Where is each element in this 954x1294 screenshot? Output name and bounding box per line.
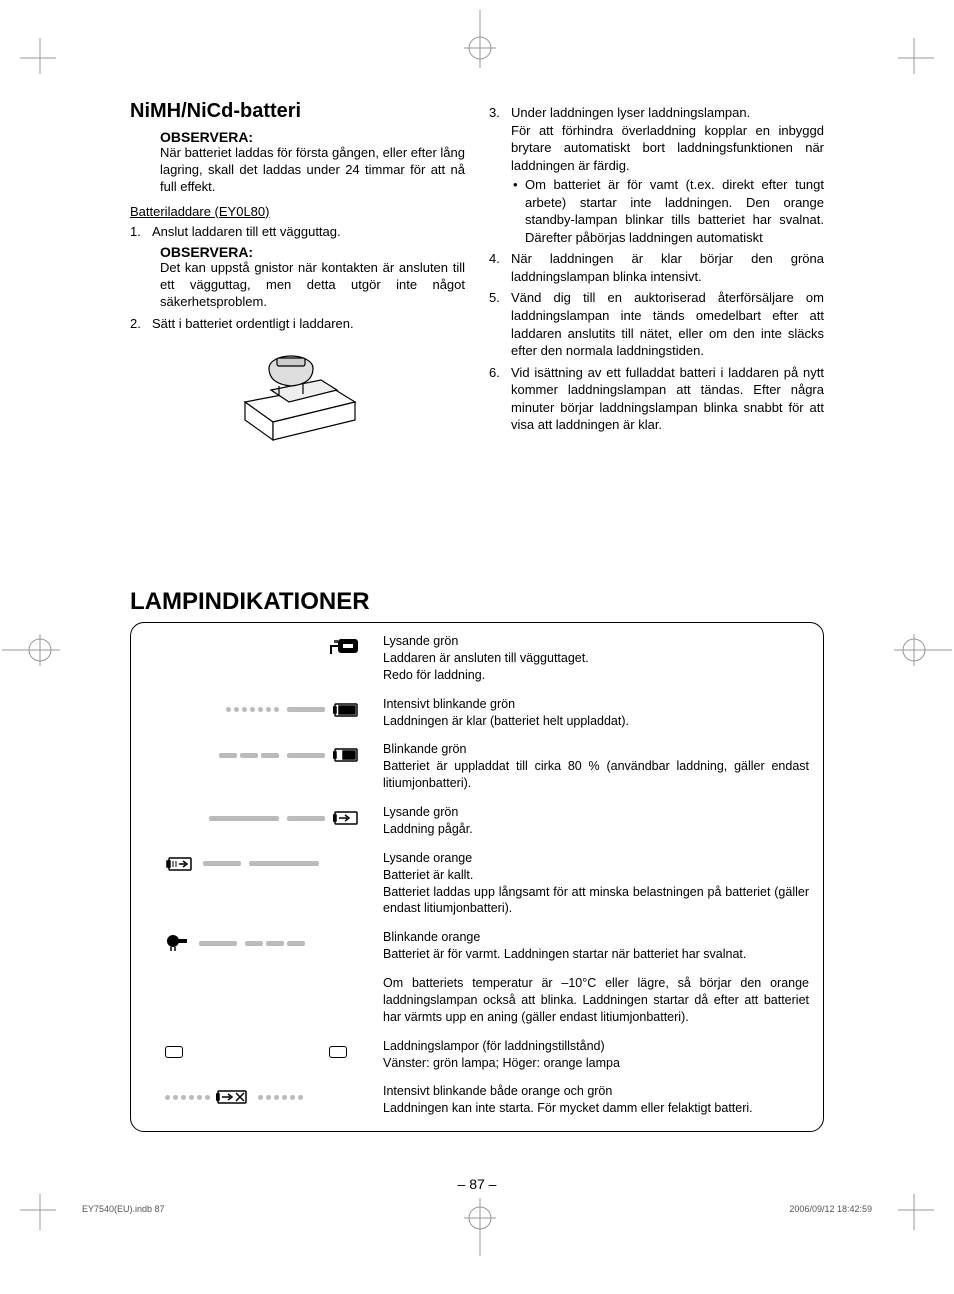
- lamp-8-title: Laddningslampor (för laddningstillstånd): [383, 1038, 809, 1055]
- battery-heading: NiMH/NiCd-batteri: [130, 100, 465, 123]
- crop-right-center: [892, 630, 952, 670]
- lamp-9-title: Intensivt blinkande både orange och grön: [383, 1083, 809, 1100]
- step-3-bullets: Om batteriet är för vamt (t.ex. direkt e…: [511, 176, 824, 246]
- lamp-4-desc: Laddning pågår.: [383, 822, 473, 836]
- lamp-text-1: Lysande grön Laddaren är ansluten till v…: [383, 633, 809, 684]
- lamp-text-5: Lysande orange Batteriet är kallt. Batte…: [383, 850, 809, 918]
- lamp-8-desc: Vänster: grön lampa; Höger: orange lampa: [383, 1056, 620, 1070]
- footer-left: EY7540(EU).indb 87: [82, 1204, 165, 1214]
- observe-1-body: När batteriet laddas för första gången, …: [160, 145, 465, 196]
- observe-2-title: OBSERVERA:: [160, 244, 465, 260]
- lamp-row-1: Lysande grön Laddaren är ansluten till v…: [145, 633, 809, 684]
- lamp-icon-blink: [145, 741, 383, 769]
- lamp-row-3: Blinkande grön Batteriet är uppladdat ti…: [145, 741, 809, 792]
- crop-bottom-right: [878, 1194, 934, 1250]
- step-1: 1.Anslut laddaren till ett vägguttag.: [130, 223, 465, 241]
- footer-right: 2006/09/12 18:42:59: [789, 1204, 872, 1214]
- two-column-content: NiMH/NiCd-batteri OBSERVERA: När batteri…: [130, 100, 824, 460]
- left-column: NiMH/NiCd-batteri OBSERVERA: När batteri…: [130, 100, 465, 460]
- lamp-row-7: Om batteriets temperatur är –10°C eller …: [145, 975, 809, 1026]
- lamp-indicators-box: Lysande grön Laddaren är ansluten till v…: [130, 622, 824, 1132]
- lamp-text-4: Lysande grön Laddning pågår.: [383, 804, 809, 838]
- lamp-2-desc: Laddningen är klar (batteriet helt uppla…: [383, 714, 629, 728]
- lamp-text-7: Om batteriets temperatur är –10°C eller …: [383, 975, 809, 1026]
- lamp-icon-solid: [145, 804, 383, 832]
- lamp-row-5: Lysande orange Batteriet är kallt. Batte…: [145, 850, 809, 918]
- step-6-text: Vid isättning av ett fulladdat batteri i…: [511, 365, 824, 433]
- lamp-icon-empty: [145, 975, 383, 1003]
- charger-model-label: Batteriladdare (EY0L80): [130, 204, 465, 219]
- lamp-5-title: Lysande orange: [383, 850, 809, 867]
- step-4-text: När laddningen är klar börjar den gröna …: [511, 251, 824, 284]
- step-3: 3. Under laddningen lyser laddningslampa…: [489, 104, 824, 246]
- lamp-6-title: Blinkande orange: [383, 929, 809, 946]
- lamp-text-3: Blinkande grön Batteriet är uppladdat ti…: [383, 741, 809, 792]
- lamp-7-desc: Om batteriets temperatur är –10°C eller …: [383, 976, 809, 1024]
- observe-2-body: Det kan uppstå gnistor när kontakten är …: [160, 260, 465, 311]
- lamp-2-title: Intensivt blinkande grön: [383, 696, 809, 713]
- right-steps: 3. Under laddningen lyser laddningslampa…: [489, 104, 824, 434]
- crop-bottom-left: [20, 1194, 76, 1250]
- left-steps-cont: 2.Sätt i batteriet ordentligt i laddaren…: [130, 315, 465, 333]
- lamp-5-desc: Batteriet är kallt. Batteriet laddas upp…: [383, 868, 809, 916]
- lamp-section-title: LAMPINDIKATIONER: [130, 588, 370, 616]
- lamp-text-8: Laddningslampor (för laddningstillstånd)…: [383, 1038, 809, 1072]
- step-3b-text: För att förhindra överladdning kopplar e…: [511, 123, 824, 173]
- lamp-4-title: Lysande grön: [383, 804, 809, 821]
- page-content: NiMH/NiCd-batteri OBSERVERA: När batteri…: [80, 40, 874, 1220]
- step-2: 2.Sätt i batteriet ordentligt i laddaren…: [130, 315, 465, 333]
- lamp-9-desc: Laddningen kan inte starta. För mycket d…: [383, 1101, 753, 1115]
- lamp-icon-fast-blink: [145, 696, 383, 724]
- charger-illustration: [130, 342, 465, 452]
- right-column: 3. Under laddningen lyser laddningslampa…: [489, 100, 824, 460]
- step-2-text: Sätt i batteriet ordentligt i laddaren.: [152, 316, 354, 331]
- step-6: 6.Vid isättning av ett fulladdat batteri…: [489, 364, 824, 434]
- lamp-text-2: Intensivt blinkande grön Laddningen är k…: [383, 696, 809, 730]
- step-1-text: Anslut laddaren till ett vägguttag.: [152, 224, 341, 239]
- lamp-text-9: Intensivt blinkande både orange och grön…: [383, 1083, 809, 1117]
- lamp-3-desc: Batteriet är uppladdat till cirka 80 % (…: [383, 759, 809, 790]
- lamp-icon-error: [145, 1083, 383, 1111]
- lamp-3-title: Blinkande grön: [383, 741, 809, 758]
- lamp-text-6: Blinkande orange Batteriet är för varmt.…: [383, 929, 809, 963]
- lamp-row-2: Intensivt blinkande grön Laddningen är k…: [145, 696, 809, 730]
- page-number: – 87 –: [80, 1176, 874, 1192]
- lamp-6-desc: Batteriet är för varmt. Laddningen start…: [383, 947, 746, 961]
- crop-top-center: [460, 10, 500, 70]
- lamp-row-6: Blinkande orange Batteriet är för varmt.…: [145, 929, 809, 963]
- step-3-bullet-1: Om batteriet är för vamt (t.ex. direkt e…: [511, 176, 824, 246]
- lamp-icon-orange-blink: [145, 929, 383, 957]
- step-5: 5.Vänd dig till en auktoriserad återförs…: [489, 289, 824, 359]
- crop-top-right: [878, 18, 934, 74]
- lamp-icon-orange-solid: [145, 850, 383, 878]
- step-3a-text: Under laddningen lyser laddningslampan.: [511, 105, 750, 120]
- step-4: 4.När laddningen är klar börjar den grön…: [489, 250, 824, 285]
- lamp-row-4: Lysande grön Laddning pågår.: [145, 804, 809, 838]
- crop-bottom-center: [460, 1196, 500, 1256]
- lamp-row-9: Intensivt blinkande både orange och grön…: [145, 1083, 809, 1117]
- lamp-1-desc: Laddaren är ansluten till vägguttaget. R…: [383, 651, 589, 682]
- left-steps: 1.Anslut laddaren till ett vägguttag.: [130, 223, 465, 241]
- observe-1-title: OBSERVERA:: [160, 129, 465, 145]
- step-5-text: Vänd dig till en auktoriserad återförsäl…: [511, 290, 824, 358]
- crop-top-left: [20, 18, 76, 74]
- crop-left-center: [2, 630, 62, 670]
- lamp-icon-plug: [145, 633, 383, 661]
- lamp-icon-two-leds: [145, 1038, 383, 1066]
- lamp-row-8: Laddningslampor (för laddningstillstånd)…: [145, 1038, 809, 1072]
- lamp-1-title: Lysande grön: [383, 633, 809, 650]
